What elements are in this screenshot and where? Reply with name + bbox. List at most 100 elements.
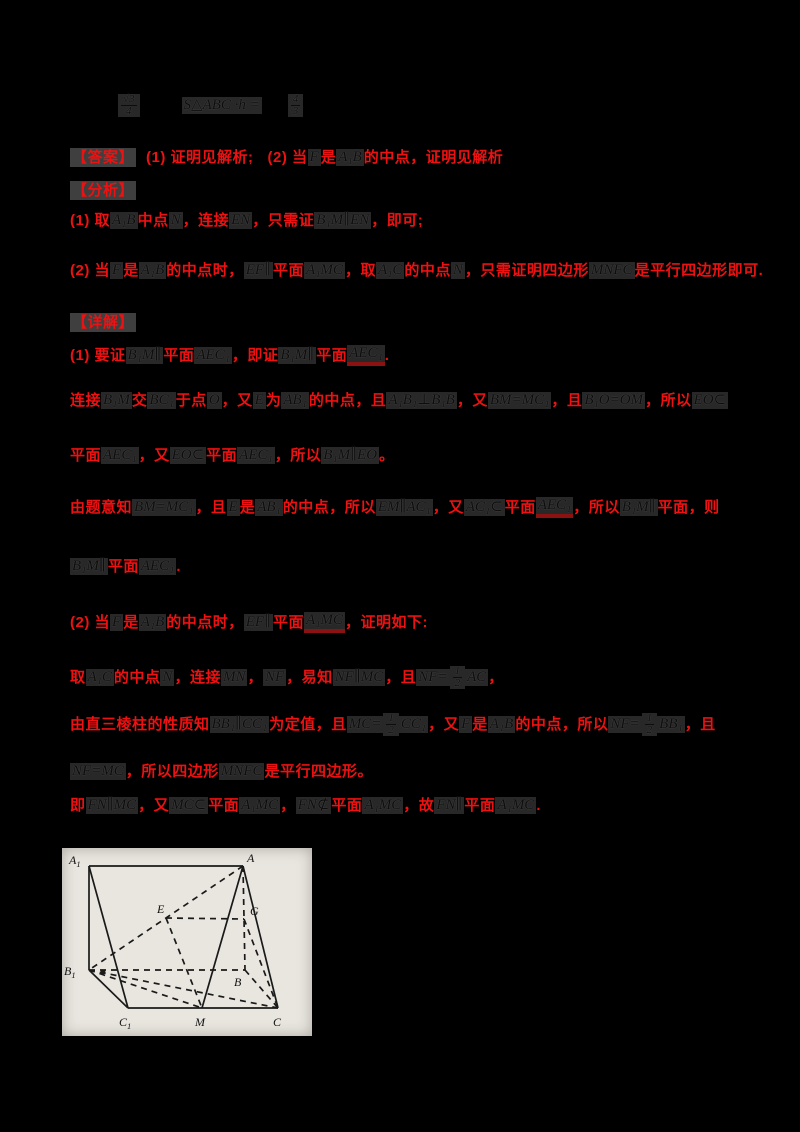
text-segment: 。 [379, 447, 395, 464]
text-segment: ，证明如下: [344, 614, 428, 631]
math-segment: EF∥ [243, 262, 274, 279]
text-segment: 的中点，所以 [515, 716, 609, 733]
text-segment: 的中点，且 [308, 392, 387, 409]
math-segment: BB₁∥CC₁ [209, 716, 270, 733]
text-segment: 为 [265, 392, 282, 409]
text-line: 平面 AEC₁ ，又 EO⊂ 平面 AEC₁ ，所以 B₁M∥EO。 [70, 447, 395, 464]
math-segment: FN∥ [434, 797, 465, 814]
math-segment: A₁B [336, 149, 364, 166]
math-segment: B₁M∥ [619, 499, 658, 516]
math-segment: A₁MC [239, 797, 281, 814]
math-segment: AEC₁ [237, 447, 275, 464]
math-segment: AC [465, 669, 489, 686]
text-segment: ，故 [403, 797, 435, 814]
math-segment: BB₁ [657, 716, 685, 733]
math-segment: MNFC [218, 763, 265, 780]
text-segment: 平面 [206, 447, 238, 464]
math-segment: N [168, 212, 183, 229]
math-segment: NF= [416, 669, 450, 686]
prism-figure: A1 A E G B1 B C1 M C [62, 848, 312, 1036]
vertex-label: M [194, 1015, 206, 1029]
vertex-label: A [246, 851, 255, 865]
math-segment: AEC₁ [138, 558, 177, 575]
text-line: (2) 当 F 是 A₁B 的中点时， EF∥ 平面 A₁MC ，证明如下: [70, 612, 428, 633]
fraction-part: 1 [644, 712, 655, 725]
text-segment: ，所以 [573, 499, 620, 516]
math-segment: A₁MC [304, 612, 345, 633]
text-segment: 平面 [464, 797, 496, 814]
math-segment: A₁C [375, 262, 405, 279]
math-segment: NF∥MC [332, 669, 386, 686]
vertex-label: A1 [68, 853, 81, 869]
fraction-part: 2 [454, 677, 461, 689]
text-segment: ， [280, 797, 296, 814]
prism-edge-dashed [242, 865, 246, 971]
text-line: 【分析】 [70, 181, 137, 200]
math-segment: F [110, 614, 124, 631]
text-segment: 是 [239, 499, 256, 516]
prism-edge-solid [88, 969, 129, 1009]
text-segment: (1) 取 [70, 212, 111, 229]
math-segment: B₁M [101, 392, 132, 409]
text-segment: ，取 [344, 262, 376, 279]
prism-edge-dashed [165, 917, 245, 920]
fraction-part: 2 [646, 724, 653, 736]
prism-edge-dashed [88, 969, 203, 1009]
text-line: 由题意知 BM=MC₁ ，且 E 是 AB₁ 的中点，所以 EM∥AC₁ ，又 AC₁⊂ 平面 AEC… [70, 497, 720, 518]
vertex-label: C1 [119, 1015, 131, 1031]
math-segment: AEC₁ [101, 447, 139, 464]
math-segment: MNFC [588, 262, 635, 279]
math-segment: AB₁ [281, 392, 309, 409]
math-segment: EM∥AC₁ [375, 499, 433, 516]
text-segment: ，且 [385, 669, 417, 686]
math-segment: B₁M∥ [70, 558, 108, 575]
math-segment: MC⊂ [169, 797, 209, 814]
math-fraction: √3 4 [118, 94, 140, 117]
math-segment: AEC₁ [347, 345, 385, 366]
math-segment: FN∥MC [85, 797, 139, 814]
text-segment: 平面 [504, 499, 536, 516]
math-segment: A₁C [85, 669, 114, 686]
math-segment: A₁B [138, 262, 167, 279]
text-segment: ，连接 [174, 669, 221, 686]
text-line: 取 A₁C 的中点 N ，连接 MN， NF ，易知 NF∥MC ，且 NF= 1 2 AC， [70, 666, 504, 689]
text-segment: 平面 [273, 614, 305, 631]
text-segment: 平面 [70, 447, 102, 464]
text-line: 【答案】 (1) 证明见解析; (2) 当 F 是 A₁B 的中点，证明见解析 [70, 148, 503, 167]
text-segment: ，连接 [182, 212, 230, 229]
text-segment: 平面 [316, 347, 348, 364]
text-segment: ，又 [456, 392, 488, 409]
math-segment: N [450, 262, 465, 279]
text-segment: (2) 当 [70, 614, 111, 631]
text-segment: 为定值，且 [269, 716, 347, 733]
prism-edge-dashed [244, 969, 279, 1009]
math-segment: A₁MC [304, 262, 345, 279]
text-segment: ，所以 [274, 447, 322, 464]
text-segment: ，且 [195, 499, 227, 516]
math-segment: NF [262, 669, 287, 686]
text-line: 由直三棱柱的性质知 BB₁∥CC₁ 为定值，且 MC= 1 2 CC₁ ，又 F 是 A₁B 的中点，… [70, 713, 716, 736]
text-segment: 的中点 [404, 262, 451, 279]
text-segment: 于点 [175, 392, 207, 409]
text-segment: 连接 [70, 392, 102, 409]
text-segment: 平面 [657, 499, 689, 516]
prism-edge-solid [88, 865, 129, 1009]
text-segment: ，又 [138, 797, 170, 814]
fraction-part: 4 [290, 93, 301, 106]
math-segment: EO⊂ [691, 392, 729, 409]
prism-edge-dashed [243, 918, 279, 1009]
math-segment: N [160, 669, 175, 686]
math-segment: B₁M∥ [278, 347, 317, 364]
math-segment: BM=MC₁ [132, 499, 196, 516]
text-line: 连接 B₁M 交 BC₁ 于点 O ，又 E 为 AB₁ 的中点，且 A₁B₁⊥B₁B ，又 BM=MC₁… [70, 392, 729, 409]
text-segment: 即 [70, 797, 86, 814]
math-segment: F [110, 262, 124, 279]
vertex-label: G [250, 904, 259, 918]
text-line: 【详解】 [70, 313, 137, 332]
text-segment: (2) 当 [70, 262, 111, 279]
text-segment: ，又 [432, 499, 464, 516]
math-segment: A₁MC [495, 797, 537, 814]
text-segment: ，又 [221, 392, 253, 409]
